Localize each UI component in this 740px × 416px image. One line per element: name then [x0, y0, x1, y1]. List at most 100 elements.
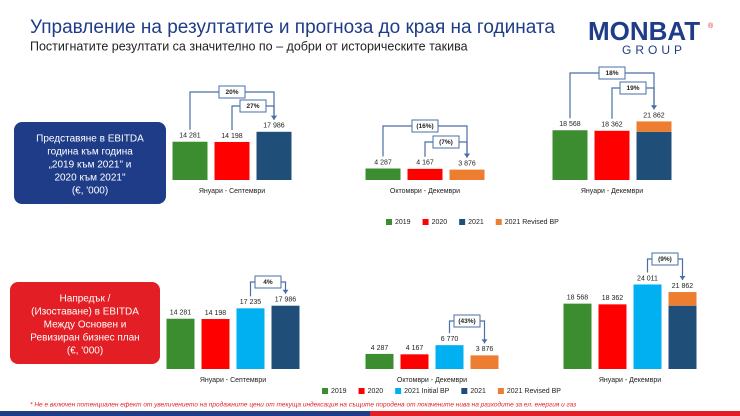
arrow-head [271, 115, 277, 120]
value-label: 4 167 [416, 160, 434, 167]
bar [400, 354, 429, 369]
x-tick-label: Януари - Септември [200, 377, 266, 384]
legend-swatch [386, 219, 392, 225]
bracket-label-box [619, 81, 647, 95]
bracket-label-box [218, 85, 246, 99]
bracket-label-box [453, 314, 481, 328]
legend-label: 2020 [368, 388, 384, 395]
bar [365, 353, 394, 369]
x-tick-label: Октомври - Декември [390, 188, 460, 195]
panel-text: Напредък / [60, 294, 111, 305]
value-label: 3 876 [458, 160, 476, 167]
bracket-label-box [598, 66, 626, 80]
bar [636, 121, 672, 132]
bracket-label: 27% [246, 103, 259, 110]
arrow-head [679, 276, 686, 281]
logo-sub: GROUP [622, 43, 686, 57]
bar [636, 131, 672, 180]
bar [633, 284, 662, 369]
bracket-label-box [239, 99, 267, 113]
legend-swatch [395, 388, 402, 394]
legend-swatch [497, 388, 504, 394]
slide-title: Управление на резултатите и прогноза до … [30, 17, 555, 38]
panel-text: (€, '000) [67, 346, 103, 357]
arrow-head [481, 339, 488, 344]
value-label: 3 876 [476, 346, 494, 353]
value-label: 18 568 [559, 121, 581, 128]
bracket-label: 20% [225, 89, 238, 96]
arrow-head [464, 153, 470, 158]
bracket-label: (9%) [658, 256, 672, 263]
bracket-label-box [254, 275, 282, 289]
value-label: 18 362 [601, 122, 623, 129]
bracket-label: 4% [263, 279, 273, 286]
value-label: 14 198 [221, 133, 243, 140]
panel-text: 2020 към 2021" [54, 173, 126, 184]
bar [470, 355, 499, 369]
bracket-label: 19% [626, 85, 639, 92]
total-label: 21 862 [643, 112, 665, 119]
bar [201, 319, 230, 369]
bar [365, 168, 401, 180]
logo: MONBAT [588, 16, 700, 46]
bar [668, 292, 697, 306]
panel-text: Между Основен и [44, 320, 127, 331]
bar [552, 130, 588, 180]
legend-label: 2019 [395, 219, 411, 226]
value-label: 24 011 [637, 275, 658, 282]
bracket-label-box [432, 135, 460, 149]
value-label: 17 235 [240, 299, 262, 306]
value-label: 6 770 [441, 336, 459, 343]
legend-swatch [461, 388, 468, 394]
value-label: 17 986 [275, 297, 297, 304]
bar [236, 308, 265, 369]
x-tick-label: Януари - Декември [581, 188, 643, 195]
value-label: 17 986 [263, 123, 285, 130]
panel-text: (Изоставане) в EBITDA [31, 307, 139, 318]
bracket-label-box [411, 119, 439, 133]
x-tick-label: Януари - Декември [599, 377, 661, 384]
bracket-label: 18% [605, 70, 618, 77]
legend-label: 2021 Initial BP [404, 388, 449, 395]
value-label: 4 287 [374, 159, 392, 166]
footnote: * Не е включен потенциален ефект от увел… [30, 401, 576, 409]
legend-label: 2021 Revised BP [507, 388, 561, 395]
value-label: 4 167 [406, 345, 424, 352]
value-label: 14 198 [205, 310, 227, 317]
legend-swatch [358, 388, 365, 394]
logo-mark: ® [708, 22, 714, 30]
legend-label: 2019 [331, 388, 347, 395]
total-label: 21 862 [672, 283, 694, 290]
bracket-label: (16%) [416, 123, 433, 130]
bracket-label: (43%) [458, 318, 475, 325]
bar [598, 304, 627, 369]
panel-box [14, 122, 166, 204]
value-label: 18 362 [602, 295, 624, 302]
bar [435, 345, 464, 369]
x-tick-label: Януари - Септември [199, 188, 265, 195]
legend-swatch [322, 388, 328, 394]
x-tick-label: Октомври - Декември [397, 377, 467, 384]
legend-swatch [422, 219, 429, 225]
arrow-head [282, 289, 289, 294]
bar [449, 169, 485, 180]
value-label: 14 281 [170, 310, 192, 317]
legend-label: 2020 [432, 219, 448, 226]
legend-swatch [495, 219, 502, 225]
panel-text: (€, '000) [72, 186, 108, 197]
bar [166, 318, 195, 369]
stripe [0, 411, 370, 416]
bar [668, 305, 697, 369]
value-label: 4 287 [371, 345, 389, 352]
value-label: 18 568 [567, 294, 589, 301]
panel-text: Ревизиран бизнес план [30, 332, 139, 344]
bracket-label: (7%) [439, 139, 453, 146]
bar [594, 130, 630, 180]
bar [271, 305, 300, 369]
stripe [370, 411, 740, 416]
panel-text: „2019 към 2021" и [49, 160, 132, 171]
legend-label: 2021 Revised BP [505, 219, 559, 226]
legend-swatch [459, 219, 466, 225]
legend-label: 2021 [468, 219, 484, 226]
